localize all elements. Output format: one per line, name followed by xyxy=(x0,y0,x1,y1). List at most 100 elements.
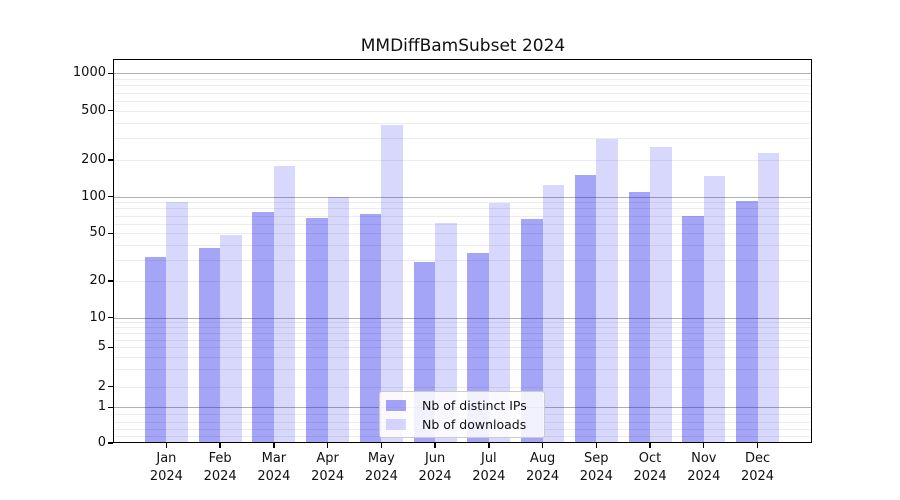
y-tick-label: 0 xyxy=(97,435,106,450)
gridline xyxy=(114,244,811,246)
bar-downloads-may-2024 xyxy=(381,125,403,442)
x-tick-label: Dec 2024 xyxy=(740,451,775,484)
y-tick-label: 2 xyxy=(97,378,106,394)
bar-distinct-ips-apr-2024 xyxy=(306,217,328,442)
y-tick-mark xyxy=(108,346,113,348)
x-tick-mark xyxy=(434,443,436,448)
bar-downloads-jul-2024 xyxy=(488,203,511,442)
gridline xyxy=(114,110,811,112)
gridline xyxy=(114,339,811,341)
y-tick-label: 50 xyxy=(89,225,106,241)
plot-area xyxy=(113,59,812,443)
y-tick-mark xyxy=(108,110,113,112)
y-tick-mark xyxy=(108,280,113,282)
gridline xyxy=(114,138,811,140)
y-tick-label: 500 xyxy=(81,102,106,118)
gridline xyxy=(114,233,811,235)
x-tick-label: Jun 2024 xyxy=(418,451,452,484)
y-tick-label: 10 xyxy=(89,309,106,325)
y-tick-label: 1 xyxy=(97,399,106,415)
bar-downloads-aug-2024 xyxy=(542,185,565,442)
gridline xyxy=(114,196,811,198)
bar-distinct-ips-sep-2024 xyxy=(574,175,597,442)
bar-distinct-ips-dec-2024 xyxy=(736,201,758,442)
x-tick-mark xyxy=(756,443,759,448)
y-tick-mark xyxy=(108,386,113,388)
y-tick-mark xyxy=(108,232,113,234)
x-tick-label: Jul 2024 xyxy=(472,451,506,484)
x-tick-mark xyxy=(541,443,544,448)
y-tick-label: 100 xyxy=(81,188,106,204)
x-tick-label: Oct 2024 xyxy=(633,451,667,484)
x-tick-mark xyxy=(488,443,490,448)
chart-title: MMDiffBamSubset 2024 xyxy=(360,36,566,56)
gridline xyxy=(114,259,811,261)
x-tick-mark xyxy=(380,443,383,448)
y-tick-label: 5 xyxy=(97,339,106,355)
legend-swatch-distinct-ips-icon xyxy=(386,400,406,411)
x-tick-label: Aug 2024 xyxy=(526,451,560,484)
gridline xyxy=(114,92,811,94)
legend-item-distinct-ips: Nb of distinct IPs xyxy=(386,396,538,415)
x-tick-label: Nov 2024 xyxy=(687,451,721,484)
legend-item-downloads: Nb of downloads xyxy=(386,415,538,434)
x-tick-label: Sep 2024 xyxy=(579,451,613,484)
gridline xyxy=(114,347,811,349)
y-tick-mark xyxy=(108,406,113,408)
y-tick-mark xyxy=(108,317,113,319)
gridline xyxy=(114,202,811,204)
gridline xyxy=(114,215,811,217)
x-tick-label: Apr 2024 xyxy=(311,451,345,484)
gridline xyxy=(114,327,811,329)
bar-downloads-jan-2024 xyxy=(166,202,188,442)
legend: Nb of distinct IPs Nb of downloads xyxy=(379,391,545,438)
bar-downloads-dec-2024 xyxy=(757,153,780,442)
x-tick-mark xyxy=(165,443,168,448)
y-tick-label: 1000 xyxy=(72,65,106,81)
y-tick-mark xyxy=(108,442,113,444)
gridline xyxy=(114,122,811,124)
x-tick-mark xyxy=(273,443,275,448)
x-tick-label: Feb 2024 xyxy=(203,451,237,484)
x-tick-mark xyxy=(326,443,329,448)
bar-distinct-ips-mar-2024 xyxy=(252,211,274,442)
bar-distinct-ips-feb-2024 xyxy=(198,247,221,442)
gridline xyxy=(114,78,811,80)
bar-distinct-ips-oct-2024 xyxy=(628,191,651,442)
gridline xyxy=(114,322,811,324)
bar-downloads-jun-2024 xyxy=(435,222,457,442)
legend-label-distinct-ips: Nb of distinct IPs xyxy=(422,398,527,413)
gridline xyxy=(114,223,811,225)
y-tick-mark xyxy=(108,72,113,74)
y-tick-label: 20 xyxy=(89,273,106,288)
gridline xyxy=(114,208,811,210)
x-tick-mark xyxy=(595,443,597,448)
gridline xyxy=(114,281,811,282)
legend-label-downloads: Nb of downloads xyxy=(422,417,527,432)
x-tick-label: May 2024 xyxy=(364,451,398,484)
gridline xyxy=(114,160,811,161)
bar-downloads-apr-2024 xyxy=(327,196,350,442)
bar-distinct-ips-may-2024 xyxy=(359,214,382,442)
x-tick-mark xyxy=(703,443,705,448)
bar-distinct-ips-nov-2024 xyxy=(682,215,704,442)
bar-downloads-feb-2024 xyxy=(220,235,242,442)
bar-downloads-nov-2024 xyxy=(703,175,726,442)
gridline xyxy=(114,369,811,371)
bar-distinct-ips-aug-2024 xyxy=(521,218,543,442)
gridline xyxy=(114,332,811,334)
y-tick-mark xyxy=(108,196,113,198)
bar-downloads-mar-2024 xyxy=(273,166,296,442)
y-tick-mark xyxy=(108,159,113,161)
x-tick-label: Mar 2024 xyxy=(257,451,291,484)
x-tick-mark xyxy=(219,443,221,448)
x-tick-label: Jan 2024 xyxy=(149,451,183,484)
gridline xyxy=(114,317,811,319)
gridline xyxy=(114,73,811,75)
x-tick-mark xyxy=(649,443,651,448)
legend-swatch-downloads-icon xyxy=(386,419,406,430)
gridline xyxy=(114,100,811,102)
bar-downloads-oct-2024 xyxy=(650,146,672,442)
gridline xyxy=(114,386,811,388)
